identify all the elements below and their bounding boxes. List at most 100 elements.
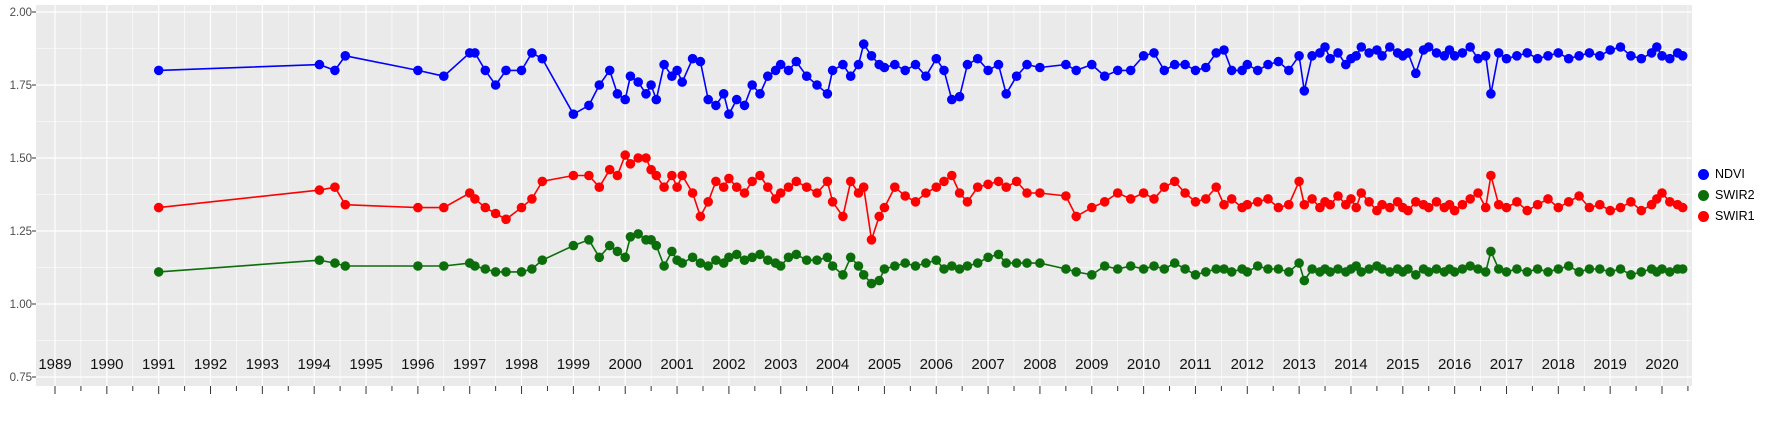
data-point xyxy=(1532,264,1543,274)
data-point xyxy=(625,159,636,169)
data-point xyxy=(1001,89,1011,99)
data-point xyxy=(651,170,662,181)
x-tick-label: 1990 xyxy=(90,356,123,373)
data-point xyxy=(1665,267,1675,277)
data-point xyxy=(838,59,848,70)
data-point xyxy=(931,255,942,265)
data-point xyxy=(731,249,742,260)
data-point xyxy=(1403,264,1413,274)
data-point xyxy=(330,65,340,76)
data-point xyxy=(1242,59,1253,70)
data-point xyxy=(1364,48,1374,58)
data-point xyxy=(983,179,993,190)
data-point xyxy=(667,246,677,257)
data-point xyxy=(501,65,511,76)
data-point xyxy=(711,100,721,111)
data-point xyxy=(470,48,480,58)
data-point xyxy=(1512,264,1522,274)
data-point xyxy=(1099,261,1110,271)
data-point xyxy=(695,56,706,67)
data-point xyxy=(1377,264,1387,274)
data-point xyxy=(1605,45,1615,55)
data-point xyxy=(612,89,623,99)
data-point xyxy=(1563,261,1574,271)
data-point xyxy=(1385,42,1395,52)
data-point xyxy=(879,202,890,213)
data-point xyxy=(947,94,957,105)
data-point xyxy=(1584,48,1595,58)
x-tick-label: 2017 xyxy=(1490,356,1523,373)
x-tick-label: 2005 xyxy=(868,356,901,373)
data-point xyxy=(783,252,794,263)
data-point xyxy=(874,211,884,222)
data-point xyxy=(1411,197,1421,207)
data-point xyxy=(1011,176,1022,187)
data-point xyxy=(858,39,869,49)
x-tick-label: 2014 xyxy=(1334,356,1367,373)
data-point xyxy=(1226,194,1237,204)
data-point xyxy=(1252,197,1263,207)
data-point xyxy=(1125,261,1136,271)
data-point xyxy=(594,80,605,90)
data-point xyxy=(1273,264,1284,274)
data-point xyxy=(584,235,594,245)
y-tick-label: 1.75 xyxy=(10,80,32,92)
legend: NDVI SWIR2 SWIR1 xyxy=(1698,167,1755,223)
data-point xyxy=(921,258,931,268)
data-point xyxy=(1252,261,1263,271)
data-point xyxy=(1532,53,1543,64)
data-point xyxy=(1553,202,1564,213)
data-point xyxy=(641,89,651,99)
data-point xyxy=(527,194,537,204)
data-point xyxy=(1532,199,1543,210)
data-point xyxy=(625,232,636,242)
data-point xyxy=(921,71,931,81)
data-point xyxy=(1431,264,1442,274)
legend-marker-swir1 xyxy=(1698,210,1709,222)
data-point xyxy=(1431,197,1442,207)
data-point xyxy=(1180,188,1190,198)
data-point xyxy=(480,264,491,274)
data-point xyxy=(659,261,669,271)
x-tick-label: 2018 xyxy=(1542,356,1575,373)
data-point xyxy=(677,170,687,181)
data-point xyxy=(724,109,734,119)
data-point xyxy=(1563,53,1574,64)
data-point xyxy=(1201,194,1211,204)
data-point xyxy=(1273,56,1284,67)
data-point xyxy=(1626,197,1636,207)
data-point xyxy=(1180,264,1190,274)
data-point xyxy=(1333,48,1343,58)
x-tick-label: 2002 xyxy=(712,356,745,373)
series-NDVI xyxy=(153,39,1688,119)
data-point xyxy=(718,89,729,99)
data-point xyxy=(853,59,864,70)
data-point xyxy=(724,252,734,263)
data-point xyxy=(1022,258,1032,268)
data-point xyxy=(490,80,501,90)
data-point xyxy=(1385,202,1395,213)
y-axis-labels: 2.00 1.75 1.50 1.25 1.00 0.75 xyxy=(10,7,32,384)
data-point xyxy=(1677,264,1688,274)
data-point xyxy=(1299,86,1310,96)
data-point xyxy=(1284,65,1294,76)
data-point xyxy=(910,261,921,271)
x-tick-label: 1993 xyxy=(246,356,279,373)
data-point xyxy=(1356,42,1367,52)
y-tick-label: 1.50 xyxy=(10,153,32,165)
data-point xyxy=(993,176,1004,187)
data-point xyxy=(1473,188,1483,198)
data-point xyxy=(1299,275,1310,286)
legend-label-swir2: SWIR2 xyxy=(1715,188,1755,202)
data-point xyxy=(687,188,698,198)
x-tick-label: 1996 xyxy=(401,356,434,373)
data-point xyxy=(1112,65,1123,76)
plot-panel xyxy=(36,5,1692,386)
data-point xyxy=(1512,197,1522,207)
data-point xyxy=(672,182,682,192)
data-point xyxy=(866,51,877,61)
data-point xyxy=(1242,267,1253,277)
legend-item-swir1: SWIR1 xyxy=(1698,209,1755,223)
data-point xyxy=(584,170,594,181)
